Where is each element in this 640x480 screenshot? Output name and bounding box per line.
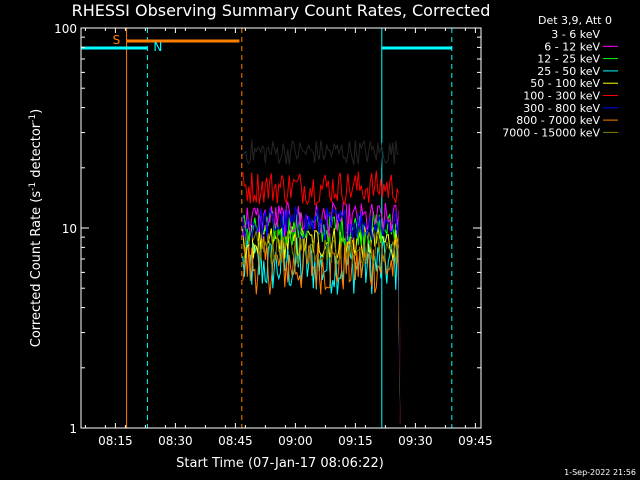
series-line — [242, 205, 401, 424]
y-axis-ticks: 1 10 100 — [54, 22, 481, 436]
legend-item-label: 800 - 7000 keV — [516, 114, 600, 127]
x-tick-label: 09:30 — [398, 434, 433, 448]
flag-label-s: S — [113, 33, 121, 47]
series-line — [242, 134, 401, 424]
plot-frame — [80, 27, 482, 429]
legend-header: Det 3,9, Att 0 — [538, 14, 612, 27]
legend-item-label: 12 - 25 keV — [537, 53, 600, 66]
timestamp: 1-Sep-2022 21:56 — [564, 468, 636, 477]
series-line — [242, 235, 401, 424]
series-line — [242, 170, 401, 424]
x-tick-label: 09:45 — [458, 434, 493, 448]
x-tick-label: 08:15 — [98, 434, 133, 448]
x-axis-label: Start Time (07-Jan-17 08:06:22) — [176, 456, 384, 471]
series-line — [242, 236, 401, 424]
y-tick-label: 100 — [54, 22, 77, 36]
flag-label-n: N — [153, 40, 162, 54]
chart-title: RHESSI Observing Summary Count Rates, Co… — [72, 1, 491, 20]
legend-item-label: 25 - 50 keV — [537, 65, 600, 78]
legend-item-label: 300 - 800 keV — [523, 102, 600, 115]
legend-item-label: 7000 - 15000 keV — [502, 126, 600, 139]
series-line — [242, 224, 401, 424]
x-tick-label: 08:45 — [218, 434, 253, 448]
y-axis-label: Corrected Count Rate (s-1 detector-1) — [28, 109, 44, 347]
y-tick-label: 1 — [69, 422, 77, 436]
series-line-3-6kev-highlight — [242, 139, 400, 166]
x-axis-ticks: 08:15 08:30 08:45 09:00 09:15 09:30 09:45 — [84, 28, 493, 448]
legend-item-label: 6 - 12 keV — [544, 40, 600, 53]
legend-item-label: 100 - 300 keV — [523, 90, 600, 103]
x-tick-label: 09:00 — [278, 434, 313, 448]
series-line — [242, 230, 401, 424]
x-tick-label: 08:30 — [158, 434, 193, 448]
y-tick-label: 10 — [62, 222, 77, 236]
legend-item-label: 3 - 6 keV — [551, 28, 600, 41]
legend-item-label: 50 - 100 keV — [530, 77, 600, 90]
x-tick-label: 09:15 — [338, 434, 373, 448]
